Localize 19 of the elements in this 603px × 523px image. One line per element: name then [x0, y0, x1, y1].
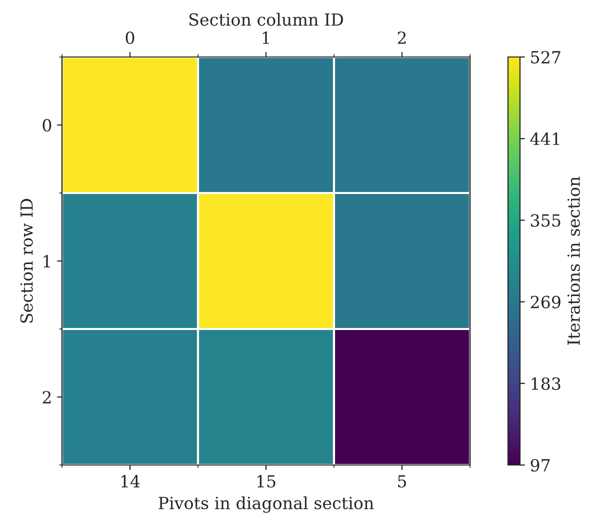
- y-axis-title: Section row ID: [20, 198, 33, 323]
- color-bar-label: 269: [530, 296, 560, 308]
- x-tick-label: 5: [398, 475, 406, 488]
- x2-tick-label: 0: [126, 31, 134, 44]
- color-bar-title: Iterations in section: [567, 176, 580, 345]
- y-tick-label: 1: [44, 254, 50, 268]
- color-bar-label: 97: [530, 458, 550, 472]
- x-tick-label: 15: [257, 475, 276, 488]
- color-bar-label: 527: [531, 50, 560, 64]
- color-bar-label: 355: [530, 214, 560, 227]
- y-tick-label: 2: [42, 390, 51, 404]
- color-bar-label: 183: [532, 377, 560, 390]
- x-axis-title: Pivots in diagonal section: [158, 496, 374, 513]
- x2-axis-title: Section column ID: [189, 12, 344, 26]
- x2-tick-label: 2: [398, 31, 406, 44]
- x-tick-label: 14: [121, 475, 140, 488]
- y-tick-label: 0: [42, 118, 52, 132]
- color-bar-label: 441: [530, 132, 560, 145]
- x2-tick-label: 1: [262, 31, 269, 44]
